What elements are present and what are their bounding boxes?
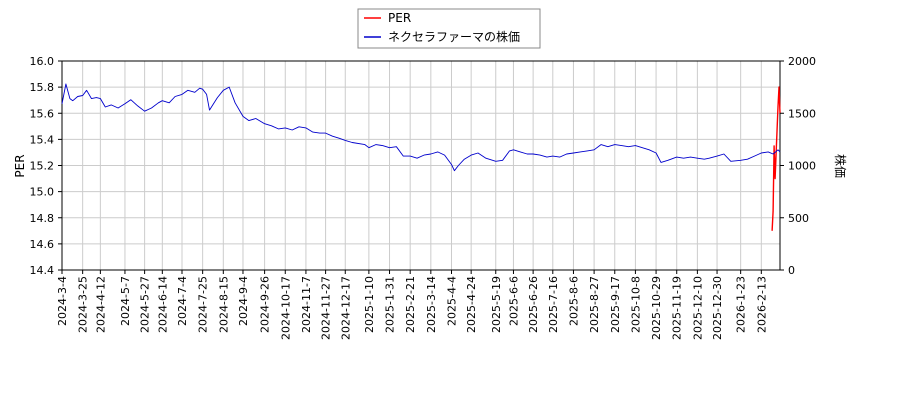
x-tick-label: 2025-10-8	[629, 276, 642, 333]
x-tick-label: 2024-12-17	[339, 276, 352, 340]
x-tick-label: 2025-10-29	[650, 276, 663, 340]
x-axis: 2024-3-4 2024-3-25 2024-4-12 2024-5-7 2024-5…	[56, 270, 768, 340]
legend-box	[357, 8, 541, 49]
x-tick-label: 2024-11-27	[320, 276, 333, 340]
x-tick-label: 2024-7-4	[176, 276, 189, 326]
left-tick-label: 14.8	[30, 212, 55, 225]
left-tick-label: 14.6	[30, 238, 55, 251]
right-axis: 0 500 1000 1500 2000	[780, 55, 816, 277]
series-layer	[61, 83, 781, 231]
x-tick-label: 2024-5-27	[139, 276, 152, 333]
x-tick-label: 2024-9-26	[259, 276, 272, 333]
x-tick-label: 2025-12-10	[691, 276, 704, 340]
x-tick-label: 2025-8-27	[588, 276, 601, 333]
x-tick-label: 2025-1-10	[363, 276, 376, 333]
left-tick-label: 16.0	[30, 55, 55, 68]
x-tick-label: 2025-7-16	[547, 276, 560, 333]
x-tick-label: 2024-3-25	[77, 276, 90, 333]
left-tick-label: 15.0	[30, 186, 55, 199]
left-tick-label: 14.4	[30, 264, 55, 277]
x-tick-label: 2024-4-12	[94, 276, 107, 333]
x-tick-label: 2025-3-14	[425, 276, 438, 333]
legend-label-price: ネクセラファーマの株価	[388, 29, 520, 44]
grid	[61, 60, 780, 271]
x-tick-label: 2024-6-14	[156, 276, 169, 333]
x-tick-label: 2024-5-7	[119, 276, 132, 326]
x-tick-label: 2025-12-30	[711, 276, 724, 340]
left-tick-label: 15.2	[30, 160, 55, 173]
x-tick-label: 2025-4-24	[465, 276, 478, 333]
x-tick-label: 2024-3-4	[56, 276, 69, 326]
series-line-per	[771, 86, 781, 231]
x-tick-label: 2025-1-31	[384, 276, 397, 333]
legend: PER ネクセラファーマの株価	[357, 8, 541, 49]
left-axis: 14.4 14.6 14.8 15.0 15.2 15.4 15.6 15.8 16.0	[30, 55, 62, 277]
x-tick-label: 2026-1-23	[735, 276, 748, 333]
right-axis-title: 株価	[833, 154, 848, 178]
right-tick-label: 500	[788, 212, 809, 225]
left-tick-label: 15.8	[30, 81, 55, 94]
x-tick-label: 2024-7-25	[197, 276, 210, 333]
x-tick-label: 2026-2-13	[755, 276, 768, 333]
right-tick-label: 1000	[788, 160, 816, 173]
x-tick-label: 2025-6-6	[507, 276, 520, 326]
x-tick-label: 2024-8-15	[217, 276, 230, 333]
x-tick-label: 2024-10-17	[279, 276, 292, 340]
right-tick-label: 0	[788, 264, 795, 277]
x-tick-label: 2025-6-26	[527, 276, 540, 333]
x-tick-label: 2024-11-7	[300, 276, 313, 333]
left-tick-label: 15.6	[30, 107, 55, 120]
x-tick-label: 2025-8-6	[567, 276, 580, 326]
x-tick-label: 2025-11-19	[671, 276, 684, 340]
x-tick-label: 2025-4-4	[445, 276, 458, 326]
x-tick-label: 2025-5-19	[490, 276, 503, 333]
left-tick-label: 15.4	[30, 133, 55, 146]
right-tick-label: 2000	[788, 55, 816, 68]
series-line-stock-price	[61, 83, 781, 172]
right-tick-label: 1500	[788, 107, 816, 120]
left-axis-title: PER	[13, 154, 27, 177]
legend-label-per: PER	[388, 11, 411, 25]
x-tick-label: 2025-2-21	[404, 276, 417, 333]
x-tick-label: 2025-9-17	[609, 276, 622, 333]
x-tick-label: 2024-9-4	[237, 276, 250, 326]
